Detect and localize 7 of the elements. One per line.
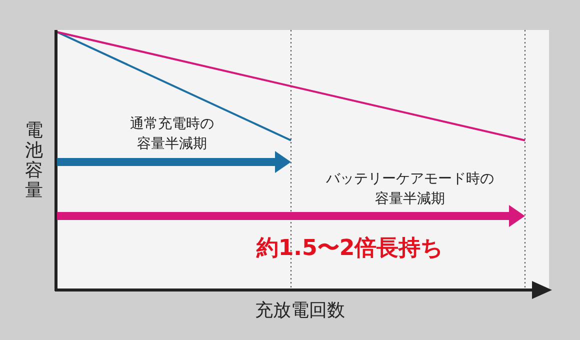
- y-axis-title: 電池容量: [25, 120, 43, 201]
- annotation: 容量半減期: [375, 191, 445, 207]
- annotation: 通常充電時の: [130, 116, 214, 132]
- annotation: 約1.5〜2倍長持ち: [255, 236, 444, 261]
- x-axis-title: 充放電回数: [255, 300, 345, 321]
- annotation: バッテリーケアモード時の: [325, 171, 494, 187]
- annotation: 容量半減期: [137, 136, 207, 152]
